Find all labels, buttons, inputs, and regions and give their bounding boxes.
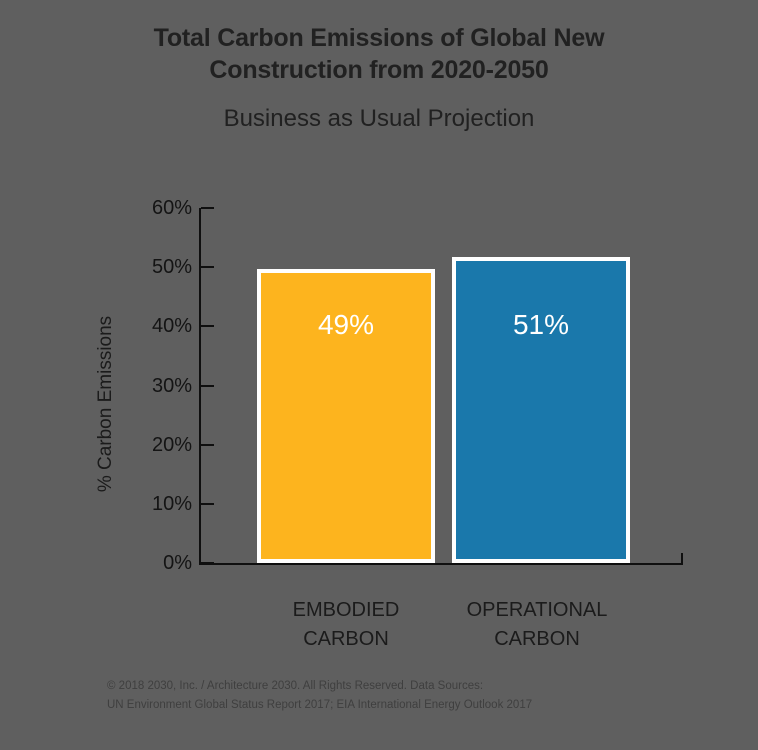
bar-embodied-carbon [257,269,435,563]
y-tick-60pct [201,207,214,209]
chart-subtitle: Business as Usual Projection [223,105,535,132]
x-axis-line [199,563,683,565]
y-tick-40pct [201,325,214,328]
x-axis-end-tick [681,553,683,563]
chart-title-line2: Construction from 2020-2050 [209,56,549,84]
y-tick-label: 40% [151,315,192,338]
y-tick-label: 0% [163,552,192,574]
source-attribution: © 2018 2030, Inc. / Architecture 2030. A… [107,677,532,714]
y-tick-50pct [201,266,214,269]
x-category-label-operational-carbon: OPERATIONAL CARBON [466,599,608,650]
chart-title-line1: Total Carbon Emissions of Global New [153,24,605,52]
y-tick-30pct [201,384,214,387]
y-tick-label: 20% [151,433,192,456]
y-tick-0pct [201,562,214,564]
y-axis-title: % Carbon Emissions [95,315,116,493]
y-tick-label: 10% [151,492,192,515]
y-tick-label: 60% [151,197,192,219]
y-axis-line [199,208,201,565]
x-category-label-embodied-carbon: EMBODIED CARBON [292,599,400,650]
bar-operational-carbon [452,257,630,563]
footer-line2: UN Environment Global Status Report 2017… [107,698,533,711]
footer-line1: © 2018 2030, Inc. / Architecture 2030. A… [107,680,484,692]
y-tick-label: 50% [151,256,192,279]
bar-value-label: 49% [317,309,375,340]
y-tick-label: 30% [151,374,192,397]
bar-value-label: 51% [512,309,570,340]
chart-title: Total Carbon Emissions of Global New Con… [0,22,758,86]
y-tick-20pct [201,443,214,446]
y-tick-10pct [201,502,214,505]
